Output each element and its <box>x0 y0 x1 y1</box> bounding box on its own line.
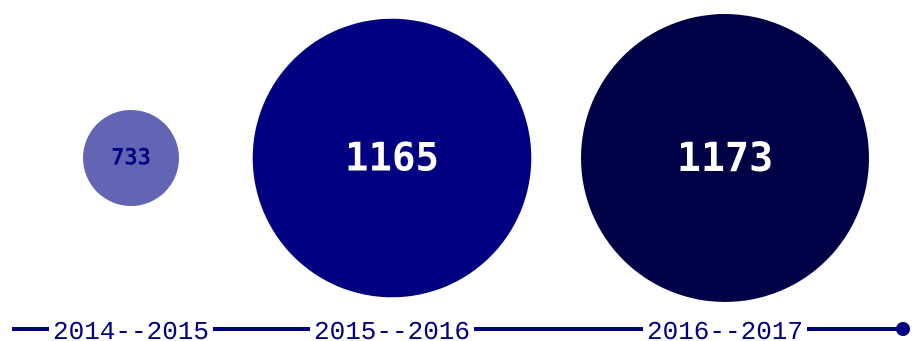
bubbles-layer: 733 1165 1173 <box>83 14 869 302</box>
bubble-2014--2015 <box>83 110 179 206</box>
bubble-value-label: 1173 <box>677 135 773 181</box>
axis-category-label: 2016--2017 <box>647 317 803 341</box>
bubble-value-label: 1165 <box>345 136 439 181</box>
axis-category-label: 2014--2015 <box>53 317 209 341</box>
axis-category-label: 2015--2016 <box>314 317 470 341</box>
axis-label-gap <box>310 326 474 332</box>
timeline-end-dot <box>896 322 910 336</box>
timeline-axis: 2014--2015 2015--2016 2016--2017 <box>12 317 910 341</box>
axis-label-gap <box>643 326 807 332</box>
bubble-2016--2017 <box>581 14 869 302</box>
bubble-2015--2016 <box>252 18 532 298</box>
bubble-value-label: 733 <box>111 146 151 171</box>
axis-label-gap <box>49 326 213 332</box>
